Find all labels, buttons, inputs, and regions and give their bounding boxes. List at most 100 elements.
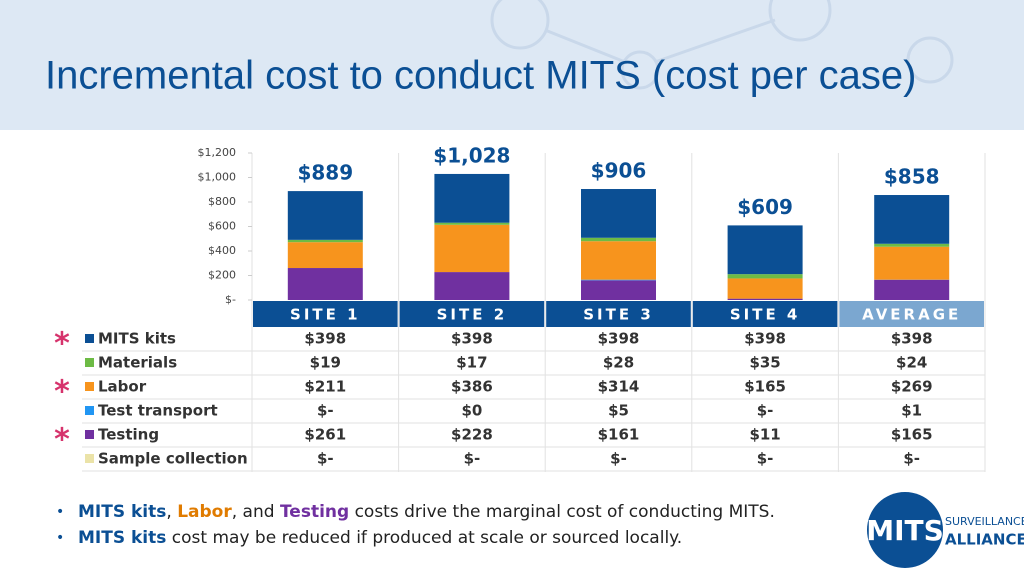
bullet-part: costs drive the marginal cost of conduct…: [349, 502, 775, 522]
table-cell: $28: [603, 354, 634, 372]
table-cell: $5: [608, 402, 629, 420]
legend-label: Sample collection: [98, 450, 248, 468]
bullet-dot: •: [56, 530, 64, 546]
highlight-marker: *: [54, 375, 70, 410]
bar-segment: [727, 225, 803, 275]
header-cell: [839, 301, 984, 327]
logo-top: SURVEILLANCE: [945, 515, 1024, 528]
table-cell: $261: [304, 426, 346, 444]
bullet-part: MITS kits: [78, 502, 166, 522]
table-cell: $228: [451, 426, 493, 444]
table-cell: $398: [744, 330, 786, 348]
decoration: [490, 0, 954, 90]
table-cell: $0: [461, 402, 482, 420]
bar-segment: [727, 278, 803, 299]
bar-segment: [874, 279, 950, 300]
table-cell: $35: [749, 354, 780, 372]
highlight-marker: *: [54, 423, 70, 458]
bar-segment: [581, 280, 656, 300]
logo-bottom: ALLIANCE: [945, 531, 1024, 549]
bar-segment: [727, 274, 803, 279]
table-cell: $-: [757, 450, 774, 468]
category-label: AVERAGE: [862, 306, 961, 324]
table-cell: $24: [896, 354, 927, 372]
legend-label: Labor: [98, 378, 147, 396]
y-tick-label: $400: [208, 244, 236, 257]
y-tick-label: $1,200: [198, 146, 237, 159]
bar-segment: [434, 173, 510, 223]
y-tick-label: $1,000: [198, 171, 237, 184]
bullet-part: , and: [232, 502, 280, 522]
legend-label: MITS kits: [98, 330, 176, 348]
table-cell: $19: [310, 354, 341, 372]
table-cell: $269: [891, 378, 933, 396]
bar-segment: [287, 239, 363, 243]
legend-swatch: [85, 334, 94, 343]
table-cell: $398: [891, 330, 933, 348]
table-cell: $-: [464, 450, 481, 468]
y-tick-label: $600: [208, 220, 236, 233]
bar-segment: [727, 298, 803, 300]
y-tick-label: $-: [225, 293, 236, 306]
total-label: $906: [591, 159, 647, 183]
legend-swatch: [85, 382, 94, 391]
legend-swatch: [85, 406, 94, 415]
bar-segment: [287, 268, 363, 300]
table-cell: $211: [304, 378, 346, 396]
header-cell: [399, 301, 545, 327]
bullet-part: cost may be reduced if produced at scale…: [166, 528, 682, 548]
bar-segment: [287, 242, 363, 269]
total-label: $889: [297, 161, 353, 185]
header-cell: [546, 301, 691, 327]
total-label: $1,028: [433, 144, 510, 168]
logo: MITS SURVEILLANCE ALLIANCE: [866, 492, 1024, 568]
slide-title: Incremental cost to conduct MITS (cost p…: [45, 54, 916, 98]
table-cell: $11: [749, 426, 780, 444]
logo-main: MITS: [866, 514, 944, 547]
bullet-part: Testing: [280, 502, 349, 522]
bullets: • MITS kits, Labor, and Testing costs dri…: [56, 502, 775, 548]
table-cell: $-: [903, 450, 920, 468]
total-label: $858: [884, 164, 940, 188]
bar-segment: [287, 191, 363, 240]
table-cell: $398: [598, 330, 640, 348]
bar-segment: [581, 241, 656, 280]
y-tick-label: $800: [208, 195, 236, 208]
table-cell: $-: [610, 450, 627, 468]
table-cell: $-: [317, 402, 334, 420]
table-cell: $-: [757, 402, 774, 420]
legend-swatch: [85, 454, 94, 463]
category-label: SITE 3: [583, 306, 654, 324]
table-cell: $314: [598, 378, 640, 396]
bullet-dot: •: [56, 504, 64, 520]
table-cell: $165: [891, 426, 933, 444]
y-tick-label: $200: [208, 269, 236, 282]
table-cell: $398: [304, 330, 346, 348]
bar-segment: [874, 195, 950, 244]
bar-segment: [434, 222, 510, 225]
legend-swatch: [85, 358, 94, 367]
category-label: SITE 4: [730, 306, 801, 324]
legend-label: Materials: [98, 354, 177, 372]
bullet-part: MITS kits: [78, 528, 166, 548]
category-label: SITE 2: [437, 306, 508, 324]
table-cell: $161: [598, 426, 640, 444]
bullet-part: Labor: [177, 502, 232, 522]
table-cell: $1: [901, 402, 922, 420]
header-cell: [692, 301, 838, 327]
chart: $- $200 $400 $600 $800 $1,000 $1,200 $889 SITE 1…: [54, 144, 986, 472]
highlight-marker: *: [54, 327, 70, 362]
bar-segment: [581, 279, 656, 281]
title-band: [0, 0, 1024, 130]
bar-segment: [874, 246, 950, 280]
header-cell: [253, 301, 398, 327]
category-label: SITE 1: [290, 306, 361, 324]
bullet-part: ,: [166, 502, 177, 522]
legend-label: Test transport: [98, 402, 218, 420]
bar-segment: [434, 272, 510, 300]
bar-segment: [434, 224, 510, 273]
table-cell: $165: [744, 378, 786, 396]
bar-segment: [874, 243, 950, 247]
legend-label: Testing: [98, 426, 159, 444]
